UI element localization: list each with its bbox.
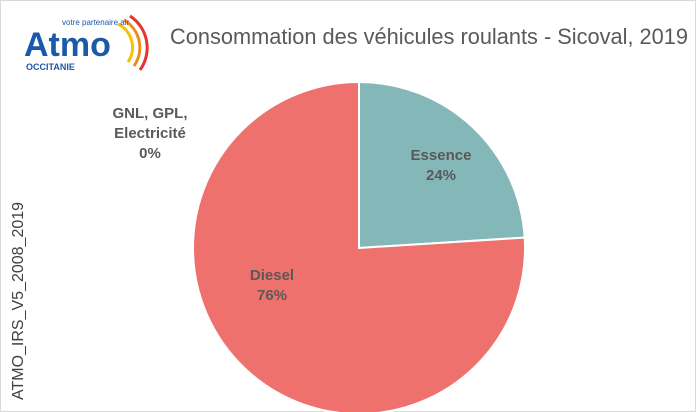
slice-value: 24% [425, 167, 457, 184]
chart-title: Consommation des véhicules roulants - Si… [170, 24, 688, 49]
slice-label: Essence [410, 147, 472, 164]
logo-name: Atmo [24, 26, 111, 64]
slice-value: 76% [256, 287, 288, 304]
logo-tagline: votre partenaire air [62, 18, 129, 27]
logo: votre partenaire air Atmo OCCITANIE [24, 14, 149, 72]
slice-value: 0% [139, 145, 161, 162]
slice-label: GNL, GPL, Electricité [112, 105, 188, 142]
logo-region: OCCITANIE [26, 62, 75, 72]
side-label: ATMO_IRS_V5_2008_2019 [10, 202, 27, 400]
pie-slice [192, 80, 526, 412]
slice-label: Diesel [249, 267, 295, 284]
pie-slice [358, 80, 526, 250]
